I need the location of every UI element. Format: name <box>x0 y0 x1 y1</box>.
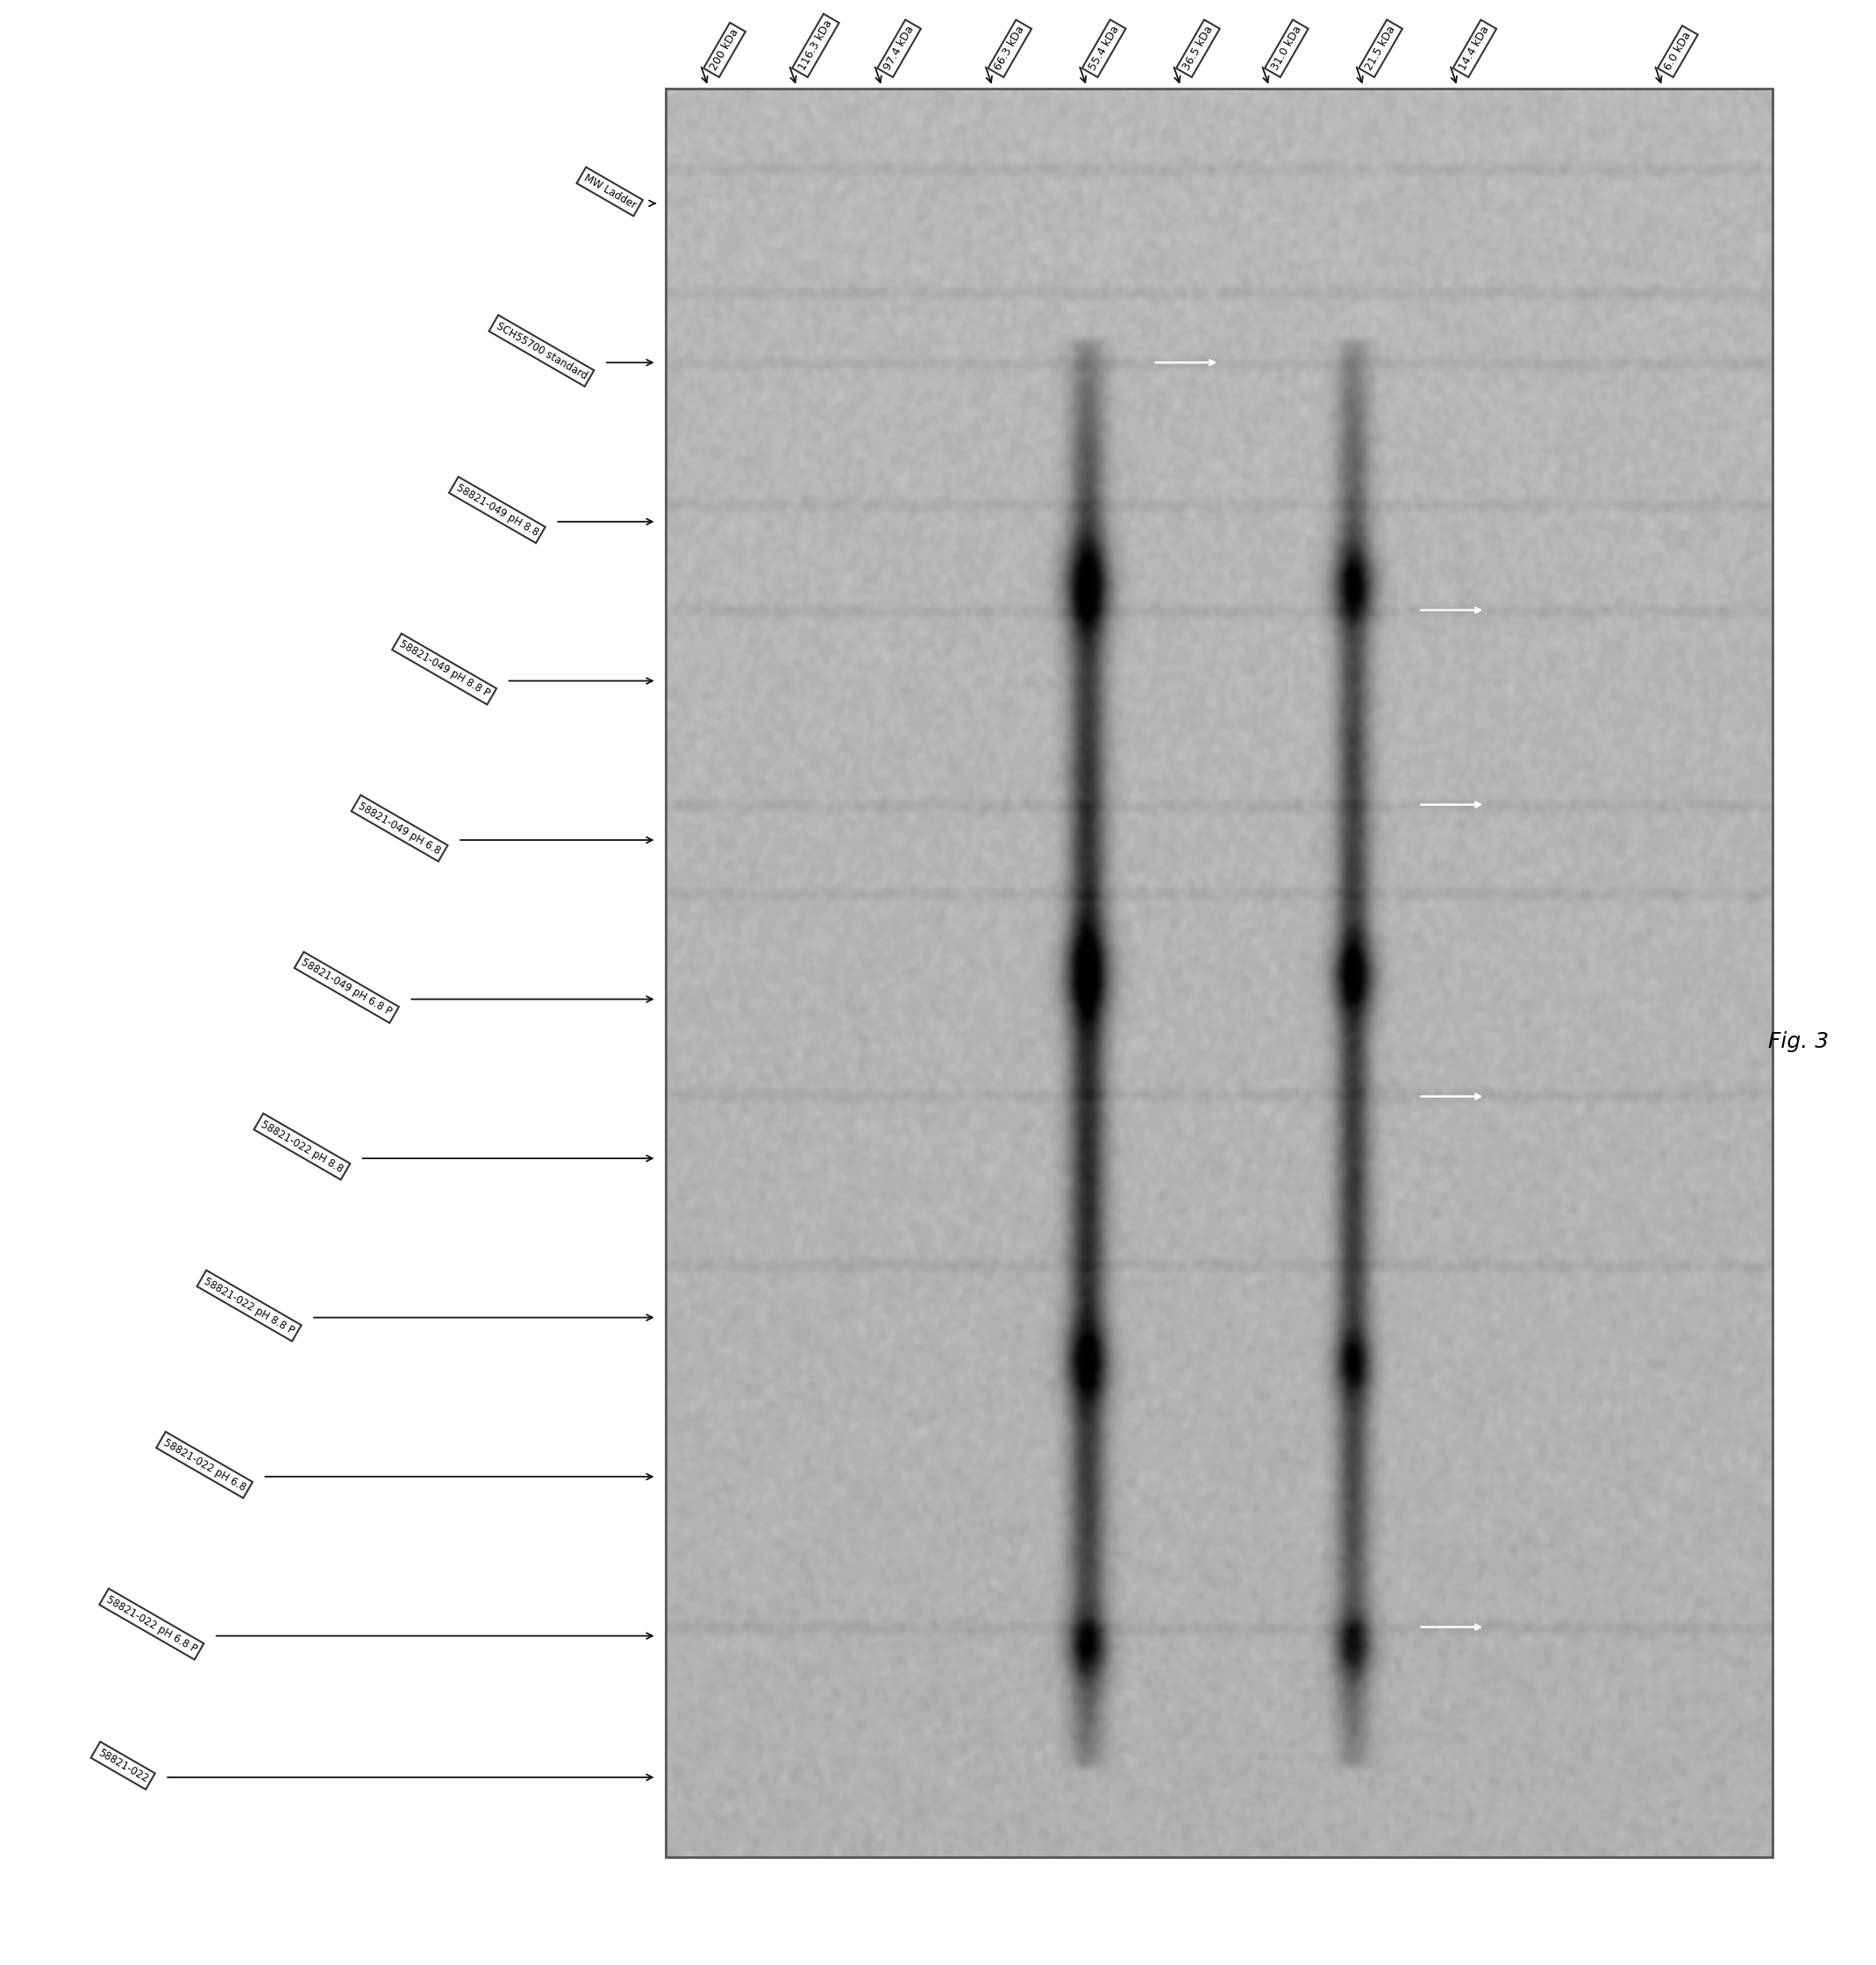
Text: 58821-022: 58821-022 <box>96 1747 150 1784</box>
Text: 58821-022 pH 8.8 P: 58821-022 pH 8.8 P <box>203 1275 296 1336</box>
Text: 36.5 kDa: 36.5 kDa <box>1180 24 1216 73</box>
Text: 97.4 kDa: 97.4 kDa <box>882 24 915 73</box>
Text: 58821-022 pH 6.8: 58821-022 pH 6.8 <box>161 1436 248 1493</box>
Text: 14.4 kDa: 14.4 kDa <box>1458 24 1491 73</box>
Text: 116.3 kDa: 116.3 kDa <box>797 18 835 73</box>
Text: 58821-049 pH 6.8 P: 58821-049 pH 6.8 P <box>300 957 394 1018</box>
Text: 200 kDa: 200 kDa <box>707 28 741 73</box>
Text: Fig. 3: Fig. 3 <box>1769 1032 1829 1051</box>
Text: 21.5 kDa: 21.5 kDa <box>1364 24 1398 73</box>
Text: SCH55700 standard: SCH55700 standard <box>493 320 589 381</box>
Text: 58821-022 pH 8.8: 58821-022 pH 8.8 <box>259 1118 345 1175</box>
Text: 58821-049 pH 8.8: 58821-049 pH 8.8 <box>454 481 540 538</box>
Text: 55.4 kDa: 55.4 kDa <box>1086 24 1122 73</box>
Text: 58821-049 pH 8.8 P: 58821-049 pH 8.8 P <box>398 639 492 700</box>
Text: 66.3 kDa: 66.3 kDa <box>992 24 1026 73</box>
Text: 31.0 kDa: 31.0 kDa <box>1270 24 1304 73</box>
Text: MW Ladder: MW Ladder <box>582 173 638 210</box>
Text: 6.0 kDa: 6.0 kDa <box>1662 29 1694 73</box>
Text: 58821-022 pH 6.8 P: 58821-022 pH 6.8 P <box>105 1594 199 1655</box>
Text: 58821-049 pH 6.8: 58821-049 pH 6.8 <box>356 800 443 857</box>
